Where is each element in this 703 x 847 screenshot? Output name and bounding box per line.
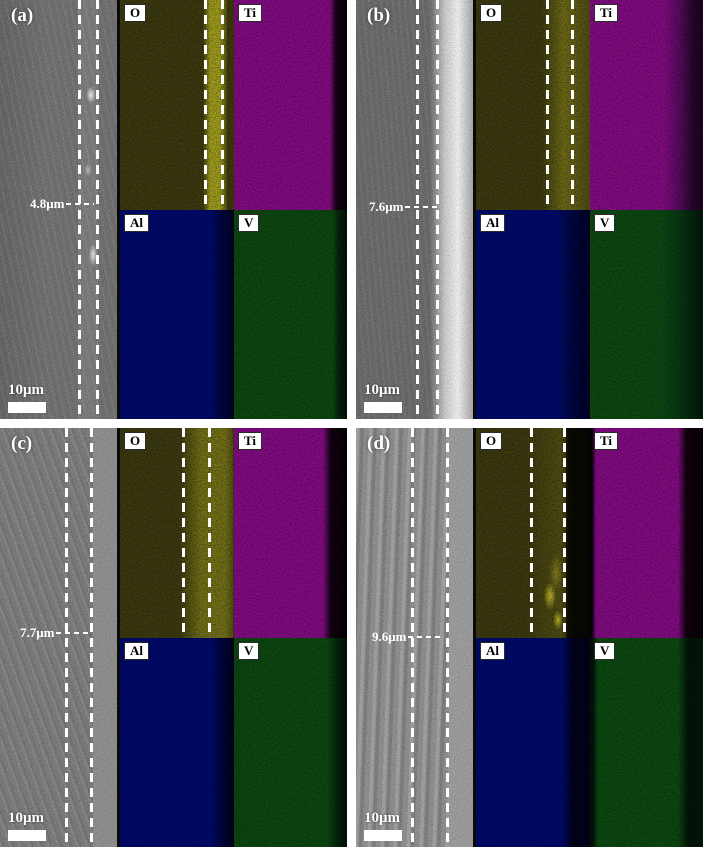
scale-bar-label: 10μm: [8, 382, 44, 398]
noise-texture: [234, 0, 347, 210]
scale-bar-label: 10μm: [8, 810, 44, 826]
element-label-v: V: [594, 642, 616, 660]
element-label-o: O: [480, 4, 503, 22]
thickness-annotation: 7.7μm: [20, 625, 92, 641]
eds-map-vanadium: V: [590, 210, 703, 419]
thickness-value: 4.8μm: [30, 196, 65, 211]
element-label-ti: Ti: [238, 4, 263, 22]
sem-image: (d) 9.6μm 10μm: [356, 428, 476, 847]
scale-bar-label: 10μm: [364, 382, 400, 398]
panel-label: (c): [11, 433, 33, 454]
element-label-al: Al: [480, 642, 505, 660]
coating-boundary-dashed-line: [182, 428, 185, 638]
noise-texture: [476, 638, 590, 847]
eds-maps-grid: O Ti Al V: [476, 0, 703, 419]
panel-label: (d): [367, 433, 391, 454]
panel-label: (a): [11, 5, 34, 26]
sem-image: (a) 4.8μm 10μm: [0, 0, 120, 419]
noise-texture: [590, 428, 703, 638]
eds-map-oxygen: O: [120, 428, 234, 638]
eds-maps-grid: O Ti Al V: [476, 428, 703, 847]
thickness-leader-line: [56, 632, 92, 634]
thickness-leader-line: [66, 203, 95, 205]
thickness-annotation: 9.6μm: [372, 629, 444, 645]
oxide-layer-band: [542, 0, 590, 210]
scale-bar-rect: [364, 402, 402, 413]
sem-image: (b) 7.6μm 10μm: [356, 0, 476, 419]
scale-bar-label: 10μm: [364, 810, 400, 826]
scale-bar: 10μm: [8, 810, 46, 841]
scale-bar-rect: [364, 830, 402, 841]
noise-texture: [120, 210, 234, 419]
coating-boundary-dashed-line: [563, 428, 566, 638]
noise-texture: [234, 638, 347, 847]
eds-map-aluminium: Al: [476, 210, 590, 419]
element-label-ti: Ti: [594, 432, 619, 450]
element-label-ti: Ti: [594, 4, 619, 22]
element-label-ti: Ti: [238, 432, 263, 450]
scale-bar: 10μm: [364, 382, 402, 413]
coating-layer-region: [93, 428, 117, 847]
thickness-value: 7.7μm: [20, 625, 55, 640]
panel-a: (a) 4.8μm 10μm O Ti: [0, 0, 347, 419]
coating-layer-region: [449, 428, 473, 847]
noise-texture: [234, 210, 347, 419]
coating-boundary-dashed-line: [530, 428, 533, 638]
oxide-layer-band: [180, 428, 233, 638]
scale-bar: 10μm: [8, 382, 46, 413]
element-label-v: V: [238, 214, 260, 232]
eds-map-vanadium: V: [590, 638, 703, 847]
sem-image: (c) 7.7μm 10μm: [0, 428, 120, 847]
eds-map-titanium: Ti: [590, 0, 703, 210]
eds-map-titanium: Ti: [234, 0, 347, 210]
eds-map-vanadium: V: [234, 638, 347, 847]
eds-maps-grid: O Ti Al V: [120, 428, 347, 847]
coating-boundary-dashed-line: [446, 428, 449, 847]
element-label-al: Al: [124, 214, 149, 232]
element-label-al: Al: [124, 642, 149, 660]
noise-texture: [120, 638, 234, 847]
eds-map-oxygen: O: [120, 0, 234, 210]
thickness-leader-line: [405, 206, 439, 208]
eds-map-aluminium: Al: [120, 638, 234, 847]
coating-boundary-dashed-line: [221, 0, 224, 210]
panel-d: (d) 9.6μm 10μm O Ti: [356, 428, 703, 847]
eds-map-vanadium: V: [234, 210, 347, 419]
panel-label: (b): [367, 5, 391, 26]
element-label-v: V: [594, 214, 616, 232]
element-label-o: O: [124, 432, 147, 450]
coating-boundary-dashed-line: [208, 428, 211, 638]
coating-boundary-dashed-line: [546, 0, 549, 210]
thickness-annotation: 7.6μm: [369, 199, 439, 215]
eds-map-aluminium: Al: [120, 210, 234, 419]
thickness-value: 9.6μm: [372, 629, 407, 644]
element-label-o: O: [480, 432, 503, 450]
noise-texture: [590, 0, 703, 210]
eds-map-oxygen: O: [476, 0, 590, 210]
thickness-value: 7.6μm: [369, 199, 404, 214]
noise-texture: [476, 210, 590, 419]
thickness-leader-line: [408, 636, 444, 638]
noise-texture: [590, 210, 703, 419]
scale-bar-rect: [8, 402, 46, 413]
eds-maps-grid: O Ti Al V: [120, 0, 347, 419]
coating-boundary-dashed-line: [96, 0, 99, 419]
noise-texture: [234, 428, 347, 638]
element-label-v: V: [238, 642, 260, 660]
eds-map-titanium: Ti: [234, 428, 347, 638]
eds-map-aluminium: Al: [476, 638, 590, 847]
panel-c: (c) 7.7μm 10μm O Ti: [0, 428, 347, 847]
panel-b: (b) 7.6μm 10μm O Ti: [356, 0, 703, 419]
scale-bar: 10μm: [364, 810, 402, 841]
element-label-o: O: [124, 4, 147, 22]
coating-boundary-dashed-line: [571, 0, 574, 210]
eds-map-oxygen: O: [476, 428, 590, 638]
eds-map-titanium: Ti: [590, 428, 703, 638]
scale-bar-rect: [8, 830, 46, 841]
coating-boundary-dashed-line: [204, 0, 207, 210]
element-label-al: Al: [480, 214, 505, 232]
thickness-annotation: 4.8μm: [30, 196, 95, 212]
noise-texture: [590, 638, 703, 847]
